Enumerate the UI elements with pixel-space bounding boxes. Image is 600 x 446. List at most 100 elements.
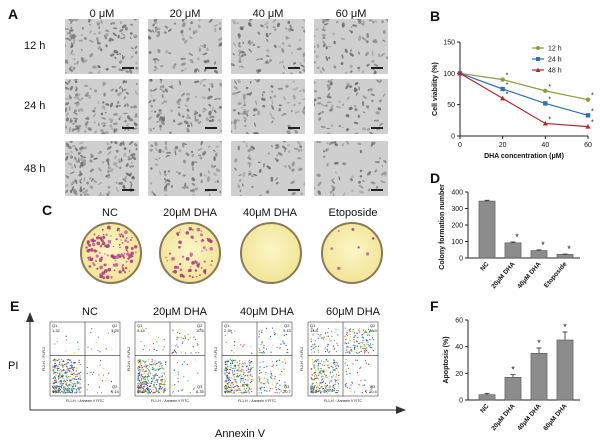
colony-bar-chart: 0 100 200 300 400 Colony formation numbers NC *… (439, 184, 580, 290)
significance-star: * (591, 120, 594, 127)
flow-plot-x-label: FL1-H :: Annexin V FITC (151, 399, 190, 403)
legend-marker (536, 57, 540, 61)
significance-star: * (548, 96, 551, 103)
culture-dish (159, 222, 221, 284)
scale-bar (371, 67, 383, 69)
scale-bar (288, 189, 300, 191)
data-point (542, 120, 548, 126)
micrograph-tile (148, 19, 222, 74)
significance-star: * (515, 232, 519, 242)
flow-plot-y-label: FL2-H :: PI-FL2 (300, 347, 304, 371)
quadrant-label: 67.4 (224, 389, 233, 394)
significance-star: * (567, 244, 571, 254)
significance-star: * (541, 240, 545, 250)
flow-x-axis-label: Annexin V (215, 428, 266, 440)
y-tick-label: 40 (455, 344, 463, 351)
x-tick-label: 0 (458, 142, 462, 149)
y-axis-label: Cell viability (%) (432, 62, 439, 116)
quadrant-label: Q1 (224, 323, 230, 328)
dish-label-0: NC (102, 207, 118, 219)
micrograph-tile (148, 141, 222, 196)
category-label: 40μM DHA (516, 403, 542, 433)
significance-star: * (563, 322, 567, 332)
series-line (459, 72, 589, 101)
series-line (459, 72, 589, 128)
category-label: NC (479, 403, 491, 415)
y-tick-label: 400 (451, 190, 463, 197)
apoptosis-bar-chart: 0 20 40 60 Apoptosis (%) NC * 20μM DHA * 40μM DHA… (443, 318, 580, 433)
panel-a-col-3: 60 μM (335, 8, 367, 20)
quadrant-label: 5.14 (111, 389, 120, 394)
scale-bar (288, 127, 300, 129)
micrograph-tile (231, 141, 305, 196)
quadrant-label: 2.39 (224, 328, 233, 333)
legend-marker (536, 46, 540, 50)
panel-b-letter: B (430, 8, 441, 24)
quadrant-label: Q3 (112, 384, 118, 389)
significance-star: * (506, 82, 509, 89)
y-tick-label: 150 (443, 40, 455, 47)
y-axis-label: Apoptosis (%) (443, 336, 450, 383)
panel-a-row-0: 12 h (24, 40, 46, 52)
significance-star: * (537, 338, 541, 348)
data-point (543, 88, 548, 94)
quadrant-label: 13.8 (310, 328, 319, 333)
panel-a-col-1: 20 μM (169, 8, 201, 20)
scale-bar (122, 127, 134, 129)
quadrant-label: Q2 (197, 323, 203, 328)
significance-star: * (548, 116, 551, 123)
y-tick-label: 200 (451, 223, 463, 230)
category-label: NC (479, 261, 491, 273)
significance-star: * (506, 91, 509, 98)
dish-label-3: Etoposide (328, 207, 378, 219)
quadrant-label: 20.7 (283, 389, 292, 394)
quadrant-label: 90.3 (52, 389, 61, 394)
quadrant-label: Q1 (137, 323, 143, 328)
quadrant-label: Q2 (112, 323, 118, 328)
quadrant-label: 1.32 (52, 328, 61, 333)
flow-col-0: NC (82, 306, 98, 318)
flow-plot-x-label: FL1-H :: Annexin V FITC (238, 399, 277, 403)
data-point (457, 70, 463, 76)
scale-bar (122, 189, 134, 191)
scale-bar (205, 127, 217, 129)
panel-a-col-2: 40 μM (252, 8, 284, 20)
quadrant-label: Q3 (197, 384, 203, 389)
data-point (585, 97, 591, 102)
micrograph-tile (231, 79, 305, 134)
data-point (585, 113, 591, 118)
quadrant-label: 80.0 (137, 389, 146, 394)
micrograph-tile (314, 19, 388, 74)
scale-bar (288, 67, 300, 69)
bar (556, 339, 574, 401)
quadrant-label: Q3 (284, 384, 290, 389)
legend-entry: 12 h (548, 46, 562, 53)
viability-line-chart: 0 50 100 150 0 20 40 60 Cell viability (%) DHA co… (432, 40, 594, 161)
significance-star: * (506, 73, 509, 80)
y-tick-label: 0 (459, 256, 463, 263)
panel-a-col-0: 0 μM (89, 8, 115, 20)
quadrant-label: 3.25 (111, 328, 120, 333)
panel-a-letter: A (8, 6, 19, 22)
quadrant-label: 10.6 (196, 328, 205, 333)
quadrant-label: Q2 (370, 323, 376, 328)
y-tick-label: 50 (447, 102, 455, 109)
data-point (500, 86, 505, 92)
panel-a-row-1: 24 h (24, 100, 46, 112)
y-tick-label: 60 (455, 318, 463, 325)
flow-col-2: 40μM DHA (239, 306, 295, 318)
panel-e-letter: E (10, 298, 20, 314)
data-point (500, 95, 506, 101)
data-point (543, 101, 548, 106)
micrograph-tile (65, 79, 139, 134)
series-line (459, 72, 589, 116)
culture-dish (321, 222, 383, 284)
category-label: 60μM DHA (542, 403, 568, 433)
flow-plot-x-label: FL1-H :: Annexin V FITC (66, 399, 105, 403)
panel-a-row-2: 48 h (24, 163, 46, 175)
flow-plot-x-label: FL1-H :: Annexin V FITC (324, 399, 363, 403)
data-point (500, 77, 505, 82)
bar (504, 377, 522, 401)
